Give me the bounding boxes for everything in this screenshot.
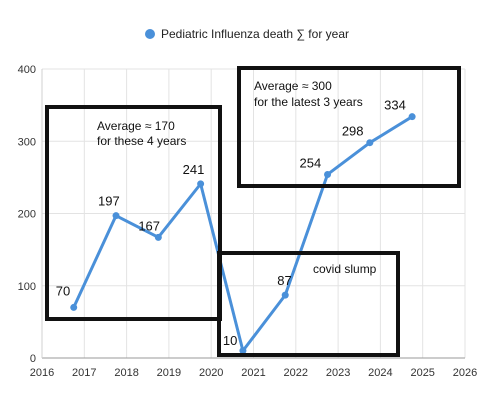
annotation-box <box>217 251 400 357</box>
x-tick-label: 2019 <box>157 367 181 379</box>
data-label: 167 <box>138 218 160 233</box>
annotation-text: Average ≈ 170 <box>97 119 175 133</box>
data-label: 87 <box>277 273 291 288</box>
annotation-box <box>237 66 461 188</box>
x-tick-label: 2020 <box>199 367 223 379</box>
x-tick-label: 2024 <box>368 367 392 379</box>
x-tick-label: 2016 <box>30 367 54 379</box>
x-tick-label: 2022 <box>284 367 308 379</box>
data-point <box>239 347 247 355</box>
x-tick-label: 2023 <box>326 367 350 379</box>
annotation-text: for these 4 years <box>97 134 186 148</box>
data-label: 298 <box>342 124 364 139</box>
annotation-text: covid slump <box>313 262 377 276</box>
x-tick-label: 2018 <box>114 367 138 379</box>
data-point <box>70 303 78 311</box>
annotation-text: Average ≈ 300 <box>254 79 332 93</box>
tick-labels: 2016 2017 2018 2019 2020 2021 2022 2023 2024 2025… <box>18 64 478 379</box>
data-point <box>366 139 374 147</box>
annotation-box <box>45 105 222 321</box>
data-label: 70 <box>56 283 70 298</box>
data-point <box>154 233 162 241</box>
data-label: 254 <box>300 155 322 170</box>
legend-marker <box>145 29 155 39</box>
data-label: 10 <box>223 333 237 348</box>
series-line <box>72 115 413 353</box>
axes <box>41 69 465 359</box>
y-tick-label: 300 <box>18 136 36 148</box>
data-label: 334 <box>384 98 406 113</box>
x-tick-label: 2026 <box>453 367 477 379</box>
x-tick-label: 2017 <box>72 367 96 379</box>
y-tick-label: 400 <box>18 64 36 76</box>
data-point <box>324 170 332 178</box>
data-point <box>408 113 416 121</box>
y-tick-label: 200 <box>18 209 36 221</box>
x-tick-label: 2021 <box>241 367 265 379</box>
data-point <box>197 180 205 188</box>
y-tick-label: 100 <box>18 281 36 293</box>
annotation-text: for the latest 3 years <box>254 95 363 109</box>
legend-label: Pediatric Influenza death ∑ for year <box>161 27 349 41</box>
data-point <box>281 291 289 299</box>
y-tick-label: 0 <box>30 353 36 365</box>
x-tick-label: 2025 <box>410 367 434 379</box>
data-label: 241 <box>183 162 205 177</box>
data-point <box>112 212 120 220</box>
data-label: 197 <box>98 194 120 209</box>
legend: Pediatric Influenza death ∑ for year <box>145 27 349 41</box>
series-layer: 70 197 167 241 10 87 254 298 334 <box>56 98 416 355</box>
